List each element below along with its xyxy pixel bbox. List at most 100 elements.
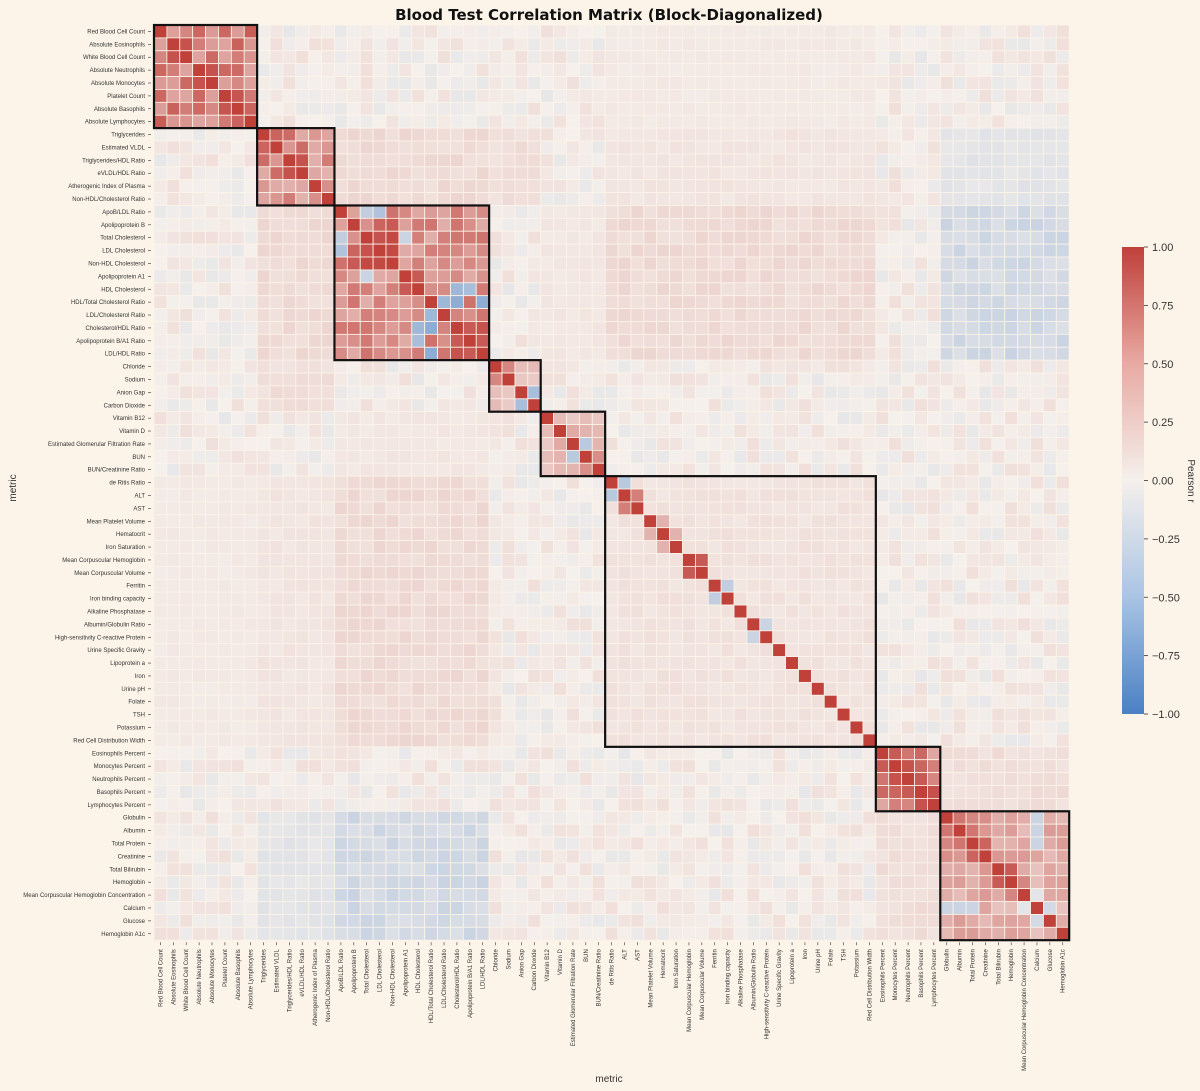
heatmap-cell (166, 256, 181, 271)
heatmap-cell (385, 140, 400, 155)
heatmap-cell (1055, 681, 1070, 696)
heatmap-cell (1017, 411, 1031, 425)
heatmap-cell (540, 192, 554, 206)
heatmap-cell (475, 179, 490, 193)
heatmap-cell (179, 591, 194, 606)
heatmap-cell (617, 759, 632, 774)
heatmap-cell (269, 630, 284, 645)
heatmap-cell (527, 707, 542, 722)
heatmap-cell (720, 565, 735, 580)
heatmap-cell (282, 308, 297, 322)
heatmap-cell (424, 565, 438, 580)
heatmap-cell (862, 50, 877, 65)
heatmap-cell (295, 217, 310, 232)
heatmap-cell (488, 89, 503, 103)
heatmap-cell (1043, 785, 1057, 799)
heatmap-cell (424, 630, 438, 645)
heatmap-cell (501, 282, 516, 297)
heatmap-cell (694, 501, 709, 516)
heatmap-cell (540, 205, 554, 219)
heatmap-cell (205, 424, 219, 438)
heatmap-cell (707, 862, 722, 877)
heatmap-cell (398, 437, 413, 451)
heatmap-cell (424, 901, 438, 915)
heatmap-cell (1043, 578, 1057, 593)
heatmap-cell (475, 24, 490, 39)
heatmap-cell (965, 385, 980, 400)
heatmap-cell (759, 179, 774, 193)
heatmap-cell (772, 166, 787, 181)
heatmap-cell (501, 475, 516, 490)
heatmap-cell (952, 914, 967, 928)
heatmap-cell (1030, 591, 1044, 606)
heatmap-cell (256, 243, 271, 258)
heatmap-cell (965, 205, 980, 219)
heatmap-cell (682, 836, 696, 851)
heatmap-cell (398, 166, 413, 181)
heatmap-cell (1030, 475, 1044, 490)
heatmap-cell (166, 50, 181, 65)
heatmap-cell (901, 862, 915, 877)
heatmap-cell (230, 37, 245, 52)
heatmap-cell (553, 256, 567, 271)
heatmap-cell (437, 89, 451, 103)
heatmap-cell (282, 823, 297, 838)
heatmap-cell (836, 140, 851, 155)
heatmap-cell (836, 308, 851, 322)
heatmap-cell (295, 772, 310, 786)
heatmap-cell (553, 553, 567, 567)
heatmap-cell (308, 836, 322, 851)
heatmap-cell (166, 308, 181, 322)
heatmap-cell (1030, 179, 1044, 193)
heatmap-cell (849, 617, 864, 632)
heatmap-cell (1043, 475, 1057, 490)
heatmap-cell (488, 681, 503, 696)
heatmap-cell (759, 192, 774, 206)
heatmap-cell (192, 295, 206, 309)
heatmap-cell (656, 694, 671, 709)
heatmap-cell (192, 759, 206, 774)
heatmap-cell (462, 295, 477, 309)
heatmap-cell (218, 333, 232, 348)
heatmap-cell (321, 269, 335, 284)
heatmap-cell (256, 282, 271, 297)
heatmap-cell (914, 798, 928, 812)
heatmap-cell (527, 76, 542, 90)
heatmap-cell (682, 101, 696, 116)
heatmap-cell (398, 836, 413, 851)
heatmap-cell (669, 333, 683, 348)
heatmap-cell (385, 488, 400, 503)
heatmap-cell (192, 578, 206, 593)
heatmap-cell (398, 785, 413, 799)
heatmap-cell (1004, 475, 1019, 490)
heatmap-cell (862, 733, 877, 748)
heatmap-cell (707, 514, 722, 529)
heatmap-cell (450, 166, 464, 181)
heatmap-cell (488, 720, 503, 735)
heatmap-cell (372, 578, 387, 593)
heatmap-cell (836, 720, 851, 735)
heatmap-cell (978, 140, 993, 155)
heatmap-cell (720, 411, 735, 425)
heatmap-cell (798, 269, 812, 284)
heatmap-cell (514, 901, 529, 915)
heatmap-cell (359, 914, 374, 928)
heatmap-cell (746, 540, 761, 554)
heatmap-cell (875, 114, 890, 129)
heatmap-cell (398, 681, 413, 696)
heatmap-cell (359, 243, 374, 258)
heatmap-cell (488, 385, 503, 400)
heatmap-cell (411, 359, 426, 374)
heatmap-cell (823, 282, 838, 297)
heatmap-cell (682, 630, 696, 645)
heatmap-cell (836, 114, 851, 129)
heatmap-cell (978, 269, 993, 284)
heatmap-cell (205, 914, 219, 928)
heatmap-cell (488, 656, 503, 670)
heatmap-cell (656, 501, 671, 516)
heatmap-cell (1055, 166, 1070, 181)
heatmap-cell (707, 772, 722, 786)
heatmap-cell (308, 617, 322, 632)
heatmap-cell (527, 681, 542, 696)
heatmap-cell (179, 192, 194, 206)
